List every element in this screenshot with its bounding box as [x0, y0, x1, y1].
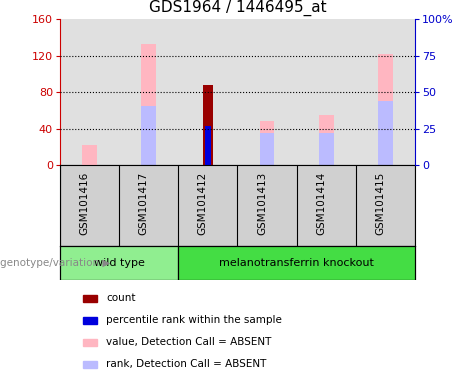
Bar — [319, 133, 334, 165]
Text: melanotransferrin knockout: melanotransferrin knockout — [219, 258, 374, 268]
Text: percentile rank within the sample: percentile rank within the sample — [106, 315, 282, 325]
Text: GSM101415: GSM101415 — [375, 172, 385, 235]
Bar — [82, 145, 97, 165]
Bar — [202, 85, 213, 165]
Bar — [260, 121, 274, 133]
Text: GSM101417: GSM101417 — [139, 172, 148, 235]
Text: rank, Detection Call = ABSENT: rank, Detection Call = ABSENT — [106, 359, 266, 369]
Title: GDS1964 / 1446495_at: GDS1964 / 1446495_at — [148, 0, 326, 17]
Text: genotype/variation ▶: genotype/variation ▶ — [0, 258, 110, 268]
Bar — [378, 54, 393, 101]
Bar — [260, 133, 274, 165]
Text: count: count — [106, 293, 136, 303]
Bar — [83, 361, 97, 368]
FancyBboxPatch shape — [178, 246, 415, 280]
Bar — [83, 317, 97, 324]
Text: GSM101414: GSM101414 — [316, 172, 326, 235]
FancyBboxPatch shape — [60, 246, 178, 280]
Bar — [205, 126, 211, 165]
Text: GSM101412: GSM101412 — [198, 172, 208, 235]
Bar — [83, 339, 97, 346]
Text: value, Detection Call = ABSENT: value, Detection Call = ABSENT — [106, 337, 272, 347]
Bar — [319, 115, 334, 133]
Text: GSM101416: GSM101416 — [79, 172, 89, 235]
Bar — [83, 295, 97, 302]
Text: GSM101413: GSM101413 — [257, 172, 267, 235]
Bar — [378, 101, 393, 165]
Bar — [141, 106, 156, 165]
Bar — [141, 44, 156, 106]
Text: wild type: wild type — [94, 258, 145, 268]
